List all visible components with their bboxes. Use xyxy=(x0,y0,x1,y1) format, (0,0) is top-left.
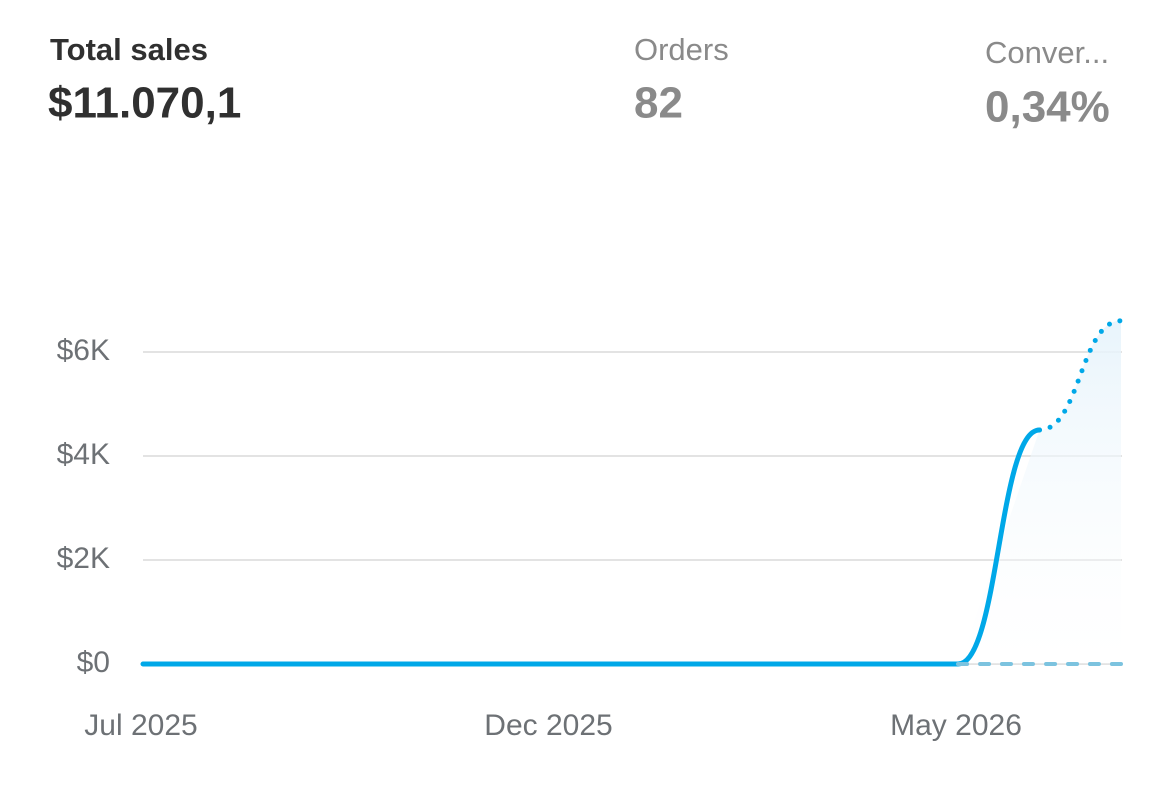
area-fill xyxy=(959,320,1121,664)
line xyxy=(1037,318,1124,433)
x-tick-label: Dec 2025 xyxy=(484,709,612,742)
y-tick-label: $0 xyxy=(77,646,110,679)
line xyxy=(140,427,1042,667)
x-tick-label: May 2026 xyxy=(890,709,1022,742)
y-tick-label: $6K xyxy=(57,334,110,367)
metric-label[interactable]: Total sales xyxy=(50,32,208,67)
metric-value: $11.070,1 xyxy=(48,79,241,128)
y-tick-label: $4K xyxy=(57,438,110,471)
x-tick-label: Jul 2025 xyxy=(84,709,197,742)
metric-value: 82 xyxy=(634,79,683,128)
metric-label[interactable]: Conver... xyxy=(985,35,1109,70)
metric-label[interactable]: Orders xyxy=(634,32,729,67)
y-tick-label: $2K xyxy=(57,542,110,575)
metric-value: 0,34% xyxy=(985,83,1110,132)
